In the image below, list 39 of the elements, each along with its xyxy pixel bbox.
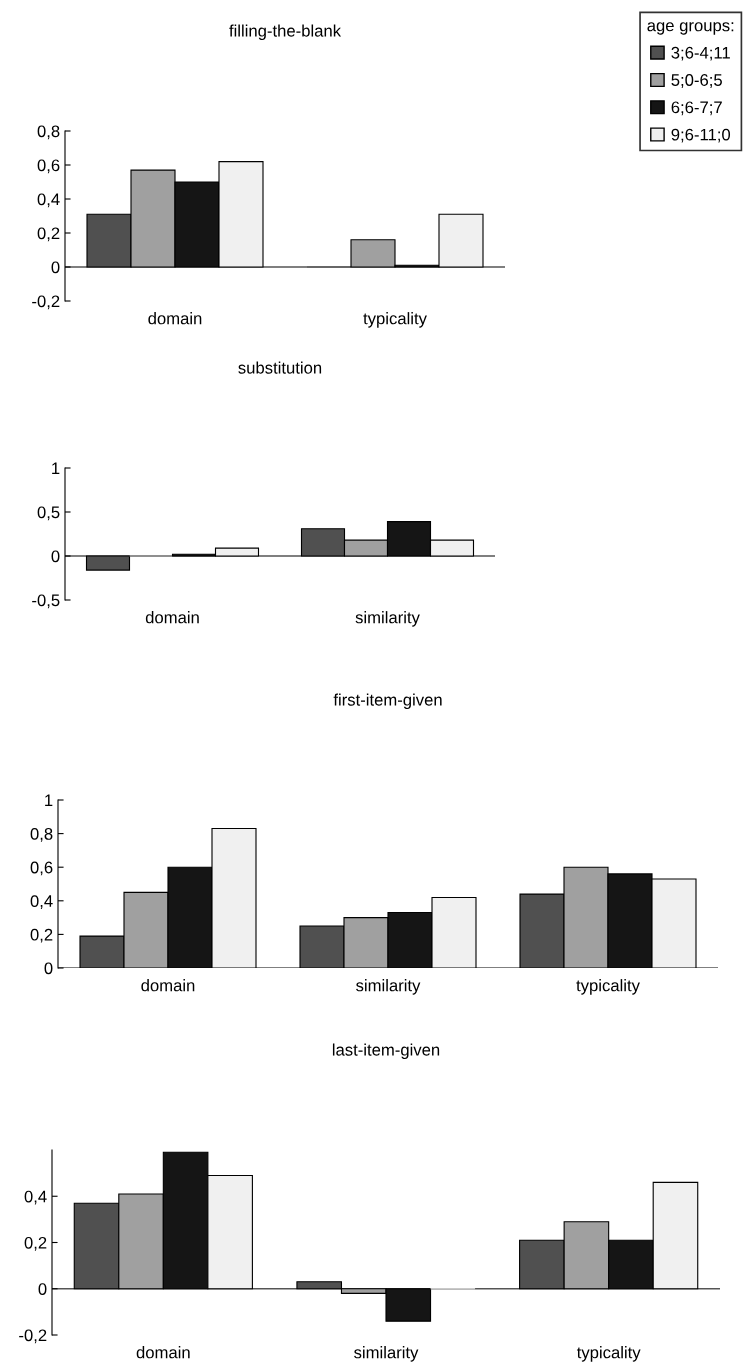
y-tick-label: 0 bbox=[44, 962, 53, 975]
chart-title: first-item-given bbox=[333, 693, 442, 710]
legend-title: age groups: bbox=[647, 22, 734, 35]
y-tick-label: 0 bbox=[38, 1283, 47, 1295]
y-tick-label: 0,8 bbox=[30, 828, 53, 842]
x-tick-label: domain bbox=[145, 611, 199, 624]
legend-label: 5;0-6;5 bbox=[671, 74, 722, 88]
x-tick-label: domain bbox=[136, 1346, 190, 1359]
x-tick-label: typicality bbox=[576, 979, 640, 995]
x-tick-label: similarity bbox=[356, 979, 421, 995]
y-tick-label: 0,2 bbox=[30, 928, 53, 943]
x-tick-label: domain bbox=[148, 312, 202, 325]
chart-title: filling-the-blank bbox=[229, 24, 342, 41]
legend-label: 9;6-11;0 bbox=[671, 128, 731, 143]
y-tick-label: 0,6 bbox=[30, 861, 53, 876]
y-tick-label: 0,2 bbox=[37, 227, 60, 242]
x-tick-label: typicality bbox=[363, 312, 427, 328]
x-tick-label: domain bbox=[141, 979, 195, 992]
legend-label: 6;6-7;7 bbox=[671, 101, 722, 116]
y-tick-label: 0,5 bbox=[37, 506, 60, 521]
x-tick-label: similarity bbox=[354, 1346, 419, 1362]
y-tick-label: 0,8 bbox=[37, 125, 60, 140]
x-tick-label: typicality bbox=[576, 1346, 641, 1362]
y-tick-label: -0,2 bbox=[32, 295, 60, 310]
y-tick-label: 1 bbox=[45, 794, 53, 807]
y-tick-label: 0,2 bbox=[24, 1236, 47, 1251]
y-tick-label: 0,4 bbox=[24, 1190, 47, 1205]
y-tick-label: 0,4 bbox=[37, 193, 60, 208]
chart-title: substitution bbox=[238, 361, 322, 374]
legend-label: 3;6-4;11 bbox=[671, 46, 730, 61]
y-tick-label: -0,2 bbox=[19, 1329, 47, 1344]
chart-title: last-item-given bbox=[332, 1043, 440, 1060]
y-tick-label: 0,6 bbox=[37, 159, 60, 174]
x-tick-label: similarity bbox=[355, 611, 420, 627]
y-tick-label: -0,5 bbox=[32, 594, 60, 609]
y-tick-label: 0 bbox=[51, 261, 60, 274]
y-tick-label: 0 bbox=[51, 550, 60, 563]
y-tick-label: 1 bbox=[52, 462, 60, 475]
y-tick-label: 0,4 bbox=[30, 895, 53, 909]
